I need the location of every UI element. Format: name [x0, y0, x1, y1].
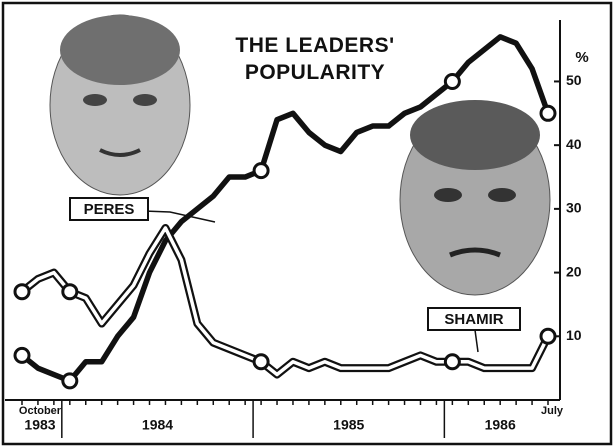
- point: [63, 374, 77, 388]
- point: [15, 348, 29, 362]
- point: [445, 74, 459, 88]
- y-tick-label: 30: [566, 200, 582, 216]
- point: [63, 285, 77, 299]
- portrait-peres: [50, 15, 190, 195]
- y-tick-label: 40: [566, 136, 582, 152]
- x-tick-label: October: [19, 405, 62, 417]
- y-tick-label: 10: [566, 327, 582, 343]
- chart-title: THE LEADERS' POPULARITY: [215, 32, 415, 86]
- legend-label: SHAMIR: [444, 311, 503, 328]
- year-label: 1986: [485, 417, 516, 433]
- year-label: 1985: [333, 417, 364, 433]
- point: [254, 164, 268, 178]
- x-tick-label: July: [541, 405, 564, 417]
- point: [254, 355, 268, 369]
- y-tick-label: 50: [566, 72, 582, 88]
- page: {"chart_data": { "type": "line", "title"…: [0, 0, 615, 448]
- point: [15, 285, 29, 299]
- year-label: 1984: [142, 417, 173, 433]
- legend-label: PERES: [84, 201, 135, 218]
- point: [541, 106, 555, 120]
- point: [445, 355, 459, 369]
- y-tick-label: 20: [566, 263, 582, 279]
- shamir-pointer: [475, 330, 478, 352]
- y-unit: %: [575, 49, 588, 66]
- point: [541, 329, 555, 343]
- year-label: 1983: [24, 417, 55, 433]
- portrait-shamir: [400, 100, 550, 295]
